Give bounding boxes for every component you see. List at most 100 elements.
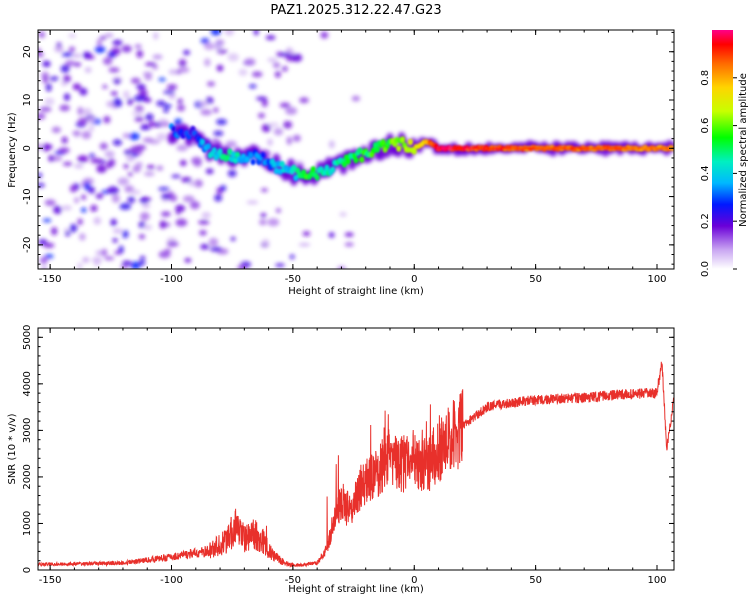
x-tick-label: -100 — [160, 575, 183, 586]
colorbar-tick-label: 0.8 — [700, 70, 711, 86]
heatmap-noise-cell — [131, 111, 144, 116]
heatmap-noise-cell — [123, 163, 129, 169]
heatmap-noise-cell — [161, 122, 172, 127]
x-tick-label: -150 — [39, 274, 62, 285]
heatmap-noise-cell — [261, 98, 268, 108]
heatmap-noise-cell — [344, 232, 354, 237]
heatmap-noise-cell — [166, 84, 178, 90]
heatmap-ridge-cell — [374, 146, 380, 153]
heatmap-noise-cell — [99, 142, 108, 150]
heatmap-noise-cell — [127, 196, 136, 204]
x-tick-label: 50 — [529, 575, 542, 586]
heatmap-noise-cell — [103, 115, 111, 124]
heatmap-noise-cell — [79, 233, 86, 241]
heatmap-noise-cell — [39, 256, 48, 265]
heatmap-noise-cell — [72, 130, 81, 136]
heatmap-noise-cell — [282, 66, 288, 72]
colorbar-tick-label: 0.2 — [700, 213, 711, 229]
heatmap-noise-cell — [111, 194, 120, 203]
heatmap-noise-cell — [101, 248, 108, 257]
heatmap-noise-cell — [156, 100, 166, 107]
heatmap-noise-cell — [163, 107, 169, 114]
heatmap-noise-cell — [225, 140, 237, 148]
heatmap-noise-cell — [272, 62, 281, 69]
heatmap-noise-cell — [106, 100, 115, 108]
heatmap-noise-cell — [191, 156, 203, 165]
heatmap-noise-cell — [320, 31, 329, 39]
heatmap-noise-cell — [127, 97, 133, 106]
heatmap-noise-cell — [38, 113, 46, 120]
snr-y-axis: 0 1000 2000 3000 4000 5000 — [22, 325, 674, 573]
heatmap-noise-cell — [184, 258, 192, 263]
heatmap-noise-cell — [73, 62, 82, 67]
heatmap-noise-cell — [61, 136, 68, 144]
colorbar-tick-label: 0.4 — [700, 165, 711, 181]
heatmap-noise-cell — [41, 265, 48, 269]
heatmap-noise-cell — [54, 45, 64, 53]
heatmap-noise-cell — [60, 81, 68, 86]
heatmap-noise-cell — [143, 97, 152, 103]
heatmap-noise-cell — [152, 54, 163, 60]
heatmap-noise-cell — [94, 45, 106, 54]
heatmap-ridge-cell — [324, 164, 330, 171]
heatmap-noise-cell — [177, 66, 190, 73]
heatmap-noise-cell — [79, 87, 88, 96]
heatmap-ridge-cell — [231, 151, 237, 158]
heatmap-noise-cell — [267, 138, 273, 146]
heatmap-noise-cell — [176, 104, 186, 112]
heatmap-noise-cell — [267, 218, 280, 227]
heatmap-noise-cell — [42, 75, 49, 84]
heatmap-noise-cell — [80, 207, 87, 213]
heatmap-noise-cell — [128, 132, 140, 141]
heatmap-noise-cell — [112, 139, 123, 146]
heatmap-noise-cell — [88, 124, 95, 133]
heatmap-noise-cell — [82, 51, 92, 59]
heatmap-noise-cell — [166, 241, 179, 247]
heatmap-noise-cell — [38, 172, 43, 178]
heatmap-noise-cell — [50, 227, 58, 236]
heatmap-noise-cell — [56, 42, 62, 48]
heatmap-noise-cell — [77, 117, 88, 126]
heatmap-noise-cell — [175, 208, 181, 215]
heatmap-ridge-cell — [394, 136, 400, 144]
heatmap-noise-cell — [64, 230, 71, 237]
heatmap-noise-cell — [275, 208, 281, 213]
heatmap-noise-cell — [46, 144, 53, 150]
heatmap-ridge-cell — [407, 138, 413, 146]
spectrogram-frame — [37, 29, 675, 270]
heatmap-noise-cell — [72, 83, 82, 91]
heatmap-noise-cell — [168, 93, 176, 100]
heatmap-noise-cell — [59, 104, 71, 112]
heatmap-noise-cell — [260, 188, 268, 192]
heatmap-noise-cell — [193, 179, 203, 188]
y-tick-label: 20 — [22, 45, 33, 58]
heatmap-ridge-cell — [244, 156, 250, 163]
heatmap-noise-cell — [122, 230, 129, 239]
heatmap-ridge-core — [168, 123, 674, 182]
heatmap-noise-cell — [260, 213, 267, 218]
spectrogram-heatmap — [38, 30, 674, 269]
heatmap-noise-cell — [268, 122, 279, 127]
heatmap-noise-cell — [138, 89, 148, 98]
heatmap-noise-cell — [44, 199, 56, 206]
heatmap-noise-cell — [351, 95, 361, 102]
x-tick-label: 50 — [529, 274, 542, 285]
heatmap-ridge-cell — [260, 152, 266, 159]
heatmap-noise-cell — [124, 149, 132, 156]
heatmap-noise-cell — [205, 168, 214, 175]
heatmap-noise-cell — [144, 75, 153, 81]
y-tick-label: 3000 — [22, 418, 33, 443]
colorbar-label: Normalized spectral amplitude — [738, 73, 749, 227]
heatmap-noise-cell — [261, 123, 271, 133]
heatmap-noise-cell — [107, 186, 120, 195]
heatmap-noise-cell — [138, 221, 146, 229]
heatmap-noise-cell — [112, 228, 123, 234]
heatmap-noise-cell — [38, 183, 45, 188]
heatmap-ridge-cell — [330, 166, 336, 173]
heatmap-noise-cell — [121, 44, 132, 53]
heatmap-ridge-cell — [196, 135, 202, 143]
heatmap-noise-cell — [289, 254, 295, 260]
heatmap-noise-cell — [51, 126, 62, 134]
heatmap-noise-cell — [136, 83, 146, 90]
heatmap-noise-cell — [81, 130, 92, 140]
